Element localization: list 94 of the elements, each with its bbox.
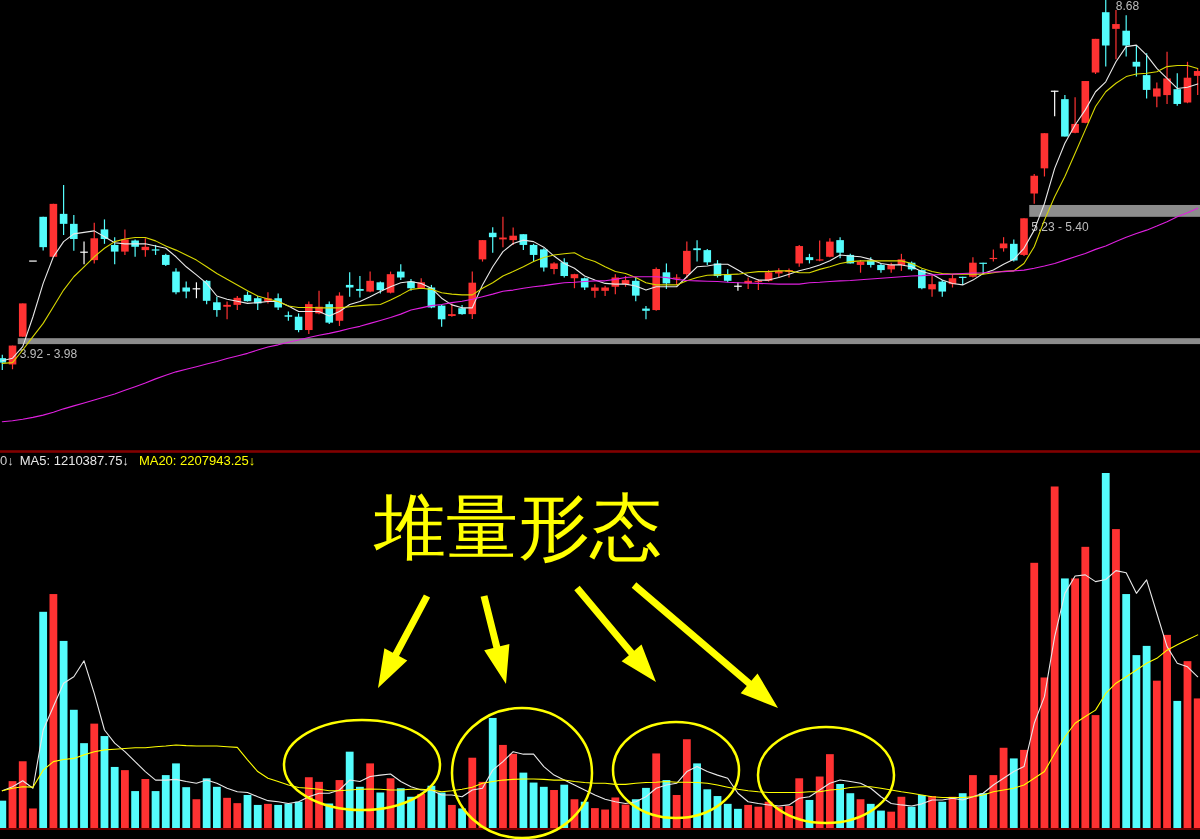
text: 0↓ — [0, 453, 14, 468]
bar — [1101, 473, 1110, 828]
bar — [1091, 715, 1100, 828]
bar — [560, 784, 569, 828]
bar — [223, 797, 231, 828]
bar — [417, 793, 426, 828]
bar — [509, 753, 518, 828]
bar — [172, 763, 180, 828]
bar — [601, 809, 610, 828]
bar — [376, 792, 385, 828]
bar — [1142, 645, 1151, 828]
bar — [131, 791, 140, 828]
bar — [437, 792, 446, 828]
bar — [836, 783, 844, 828]
bar — [274, 804, 283, 828]
bar — [703, 789, 712, 828]
bar — [887, 811, 896, 828]
bar — [1020, 749, 1028, 828]
annotation: 8.68 — [1115, 0, 1140, 13]
bar — [488, 717, 497, 828]
bar — [1030, 562, 1039, 828]
bar — [366, 763, 375, 828]
bar — [969, 775, 977, 828]
bar — [345, 751, 354, 828]
bar — [611, 797, 620, 828]
bar — [1163, 634, 1171, 828]
bar — [192, 799, 201, 828]
bar — [877, 810, 885, 828]
bar — [723, 803, 732, 828]
bar — [989, 775, 998, 828]
bar — [0, 800, 7, 828]
bar — [151, 791, 160, 828]
bar — [825, 754, 834, 828]
bar — [212, 786, 221, 828]
bar — [499, 744, 507, 828]
bar — [407, 796, 415, 828]
bar — [1122, 594, 1131, 828]
bar — [253, 804, 262, 828]
bar — [233, 803, 242, 828]
bar — [264, 803, 272, 828]
band-label: 3.92 - 3.98 — [19, 347, 78, 362]
text: MA5: 1210387.75↓ — [19, 453, 129, 468]
bar — [754, 806, 763, 828]
bar — [958, 793, 967, 828]
bar — [39, 611, 48, 828]
bar — [846, 793, 855, 828]
bar — [141, 779, 150, 828]
bar — [682, 739, 691, 828]
bar — [1009, 758, 1018, 828]
bar — [744, 804, 753, 828]
bar — [1112, 529, 1120, 828]
bar — [447, 804, 456, 828]
bar — [1071, 578, 1079, 828]
bar — [284, 803, 293, 828]
bar — [59, 640, 68, 828]
bar — [121, 770, 129, 828]
annotation: 堆量形态 — [373, 487, 662, 567]
bar — [734, 808, 742, 828]
bar — [693, 763, 701, 828]
bar — [590, 808, 599, 828]
bar — [458, 808, 466, 828]
bar — [907, 806, 916, 828]
bar — [18, 761, 27, 828]
bar — [356, 786, 364, 828]
bar — [1132, 655, 1141, 828]
bar — [468, 757, 477, 828]
bar — [1050, 486, 1059, 828]
bar — [29, 808, 37, 828]
bar — [80, 743, 88, 828]
bar — [90, 723, 99, 828]
bar — [519, 772, 528, 828]
bar — [1173, 700, 1182, 828]
bar — [928, 796, 936, 828]
bar — [550, 790, 558, 828]
bar — [938, 801, 947, 828]
bar — [243, 794, 252, 828]
bar — [110, 766, 119, 828]
bar — [1193, 698, 1200, 828]
bar — [917, 794, 926, 828]
bar — [69, 709, 78, 828]
bar — [202, 778, 211, 828]
bar — [815, 776, 824, 828]
bar — [580, 801, 589, 828]
bar — [49, 594, 58, 828]
bar — [539, 786, 548, 828]
bar — [1152, 680, 1161, 828]
text: MA20: 2207943.25↓ — [138, 453, 256, 468]
bar — [1081, 546, 1090, 828]
bar — [161, 775, 170, 828]
bar — [182, 787, 191, 828]
bar — [979, 793, 988, 828]
bar — [652, 753, 661, 828]
bar — [672, 794, 681, 828]
bar — [1060, 578, 1069, 828]
